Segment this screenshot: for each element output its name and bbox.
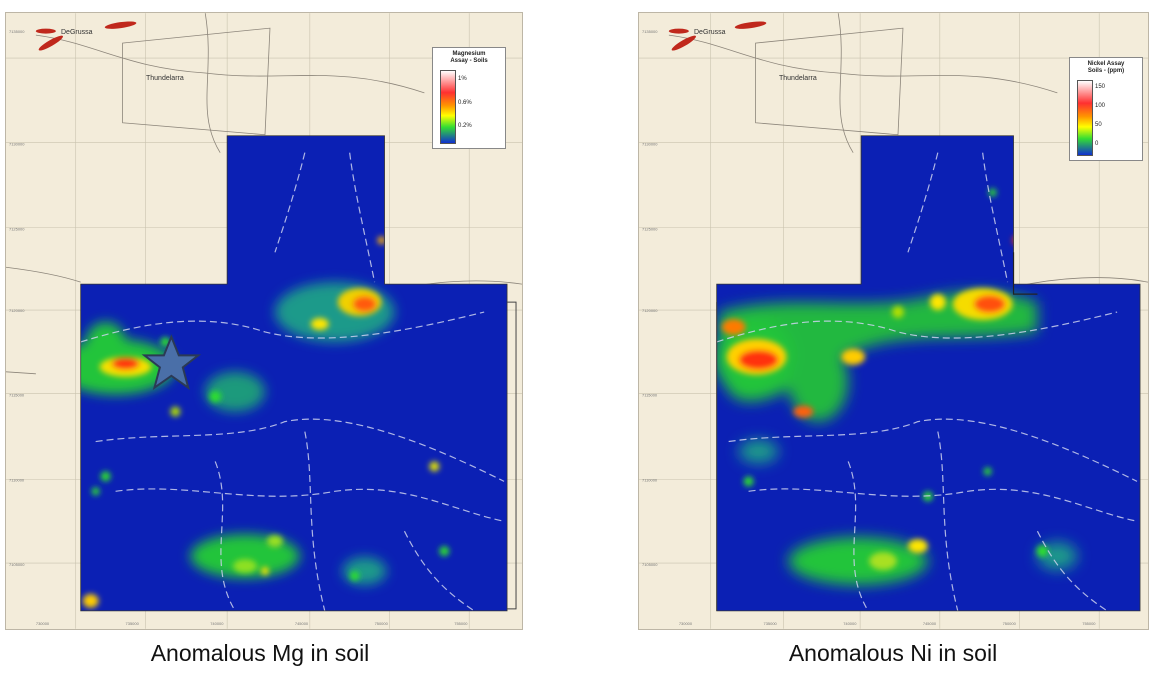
legend-tick-150: 150 [1095,84,1106,90]
svg-text:730000: 730000 [36,621,50,626]
svg-text:750000: 750000 [375,621,389,626]
basemap-roads [6,13,522,375]
ni-map-canvas: 7135000 7130000 7125000 7120000 7115000 711… [639,13,1148,629]
legend-title-line1: Magnesium [452,51,486,57]
ni-map-frame: 7135000 7130000 7125000 7120000 7115000 711… [638,12,1149,630]
legend-tick-100: 100 [1095,103,1106,109]
svg-text:7105000: 7105000 [642,562,658,567]
legend-color-ramp [1077,80,1093,156]
svg-text:740000: 740000 [210,621,224,626]
legend-tick-low: 0.2% [458,123,472,129]
mg-caption: Anomalous Mg in soil [150,640,370,666]
legend-color-ramp [440,70,456,144]
svg-text:745000: 745000 [295,621,309,626]
legend-tick-high: 1% [458,76,467,82]
svg-text:740000: 740000 [843,621,857,626]
svg-text:7115000: 7115000 [642,393,658,398]
town-label: DeGrussa [694,29,726,36]
svg-text:7125000: 7125000 [9,226,25,231]
mg-map-panel: 7135000 7130000 7125000 7120000 7115000 711… [5,12,523,630]
legend-tick-mid: 0.6% [458,100,472,106]
svg-text:735000: 735000 [764,621,778,626]
svg-text:7125000: 7125000 [642,226,658,231]
legend-title-line2: Soils - (ppm) [1087,68,1125,74]
svg-text:750000: 750000 [1003,621,1017,626]
svg-text:7135000: 7135000 [642,29,658,34]
tenement-slivers [35,21,137,51]
svg-text:7135000: 7135000 [9,29,25,34]
svg-text:7115000: 7115000 [9,393,25,398]
svg-text:7110000: 7110000 [9,477,25,482]
svg-text:7105000: 7105000 [9,562,25,567]
tenement-slivers [668,21,767,51]
svg-text:745000: 745000 [923,621,937,626]
ni-legend: Nickel Assay Soils - (ppm) 150 100 50 0 [1069,57,1143,161]
svg-text:755000: 755000 [454,621,468,626]
svg-text:755000: 755000 [1082,621,1096,626]
svg-text:7110000: 7110000 [642,477,658,482]
mg-map-canvas: 7135000 7130000 7125000 7120000 7115000 711… [6,13,522,629]
svg-text:7130000: 7130000 [642,142,658,147]
ni-caption: Anomalous Ni in soil [788,640,998,666]
svg-text:7120000: 7120000 [642,308,658,313]
svg-text:735000: 735000 [126,621,140,626]
svg-text:730000: 730000 [679,621,693,626]
locality-label: Thundelarra [779,75,817,82]
locality-label: Thundelarra [146,75,184,82]
legend-title-line1: Nickel Assay [1087,61,1125,67]
star-icon [141,334,202,391]
legend-tick-0: 0 [1095,141,1099,147]
ni-map-panel: 7135000 7130000 7125000 7120000 7115000 711… [638,12,1149,630]
svg-text:7120000: 7120000 [9,308,25,313]
mg-legend: Magnesium Assay - Soils 1% 0.6% 0.2% [432,47,506,149]
legend-tick-50: 50 [1095,122,1102,128]
legend-title-line2: Assay - Soils [450,58,488,64]
town-label: DeGrussa [61,29,93,36]
mg-map-frame: 7135000 7130000 7125000 7120000 7115000 711… [5,12,523,630]
svg-text:7130000: 7130000 [9,142,25,147]
